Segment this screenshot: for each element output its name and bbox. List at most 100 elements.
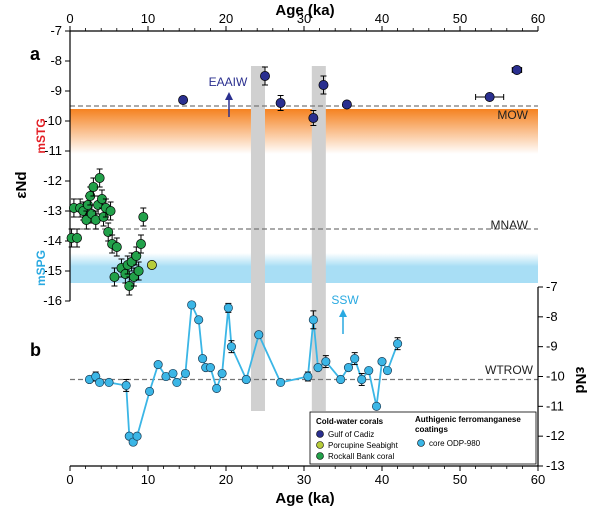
- b-y-tick-label: -7: [546, 279, 558, 294]
- odp980-point: [180, 368, 190, 379]
- odp980-point: [308, 315, 318, 325]
- eaaiw-arrow-icon: [225, 92, 233, 117]
- a-y-tick-label: -9: [50, 83, 62, 98]
- odp980-point: [104, 377, 114, 388]
- odp980-point: [254, 330, 264, 340]
- a-y-tick-label: -14: [43, 233, 62, 248]
- band-mstg: [70, 109, 538, 154]
- legend-gulf-marker: [316, 430, 324, 438]
- odp980-point: [145, 386, 155, 396]
- odp980-point: [336, 374, 346, 385]
- rockall-bank-point: [103, 227, 114, 237]
- odp980-point: [212, 383, 222, 393]
- legend: Cold-water corals Authigenic ferromangan…: [309, 411, 537, 465]
- gulf-of-cadiz-point: [178, 95, 189, 105]
- top-x-axis-title: Age (ka): [275, 2, 334, 19]
- odp980-point: [205, 362, 215, 373]
- gray-bar-1: [250, 66, 265, 411]
- a-y-tick-label: -11: [44, 143, 62, 158]
- rockall-bank-point: [105, 206, 116, 216]
- rockall-bank-point: [88, 182, 99, 192]
- odp980-point: [321, 357, 331, 367]
- porcupine-seabight-point: [146, 260, 157, 270]
- gulf-of-cadiz-point: [260, 71, 270, 81]
- b-y-tick-label: -9: [546, 339, 558, 354]
- odp980-point: [382, 365, 393, 376]
- odp980-point: [241, 374, 251, 385]
- bottom-x-axis-title: Age (ka): [275, 490, 334, 507]
- gulf-of-cadiz-point: [341, 99, 352, 110]
- odp980-point: [121, 380, 131, 390]
- odp980-point: [153, 360, 163, 370]
- gulf-of-cadiz-point: [484, 92, 495, 102]
- odp980-point: [377, 357, 387, 367]
- a-y-tick-label: -8: [50, 53, 62, 68]
- legend-rockall-label: Rockall Bank coral: [328, 452, 394, 461]
- legend-corals-heading: Cold-water corals: [316, 417, 384, 426]
- top-x-tick-label: 30: [297, 11, 311, 26]
- top-x-tick-label: 50: [453, 11, 467, 26]
- ssw-label: SSW: [331, 293, 359, 307]
- gulf-of-cadiz-point: [308, 113, 319, 123]
- mspg-band-label: mSPG: [34, 250, 48, 286]
- odp980-point: [223, 303, 233, 313]
- rockall-bank-point: [133, 266, 144, 276]
- odp980-point: [357, 374, 367, 385]
- mow-label: MOW: [497, 108, 528, 122]
- bottom-x-tick-label: 40: [375, 472, 389, 487]
- odp980-point: [172, 377, 182, 388]
- odp980-series: [84, 300, 403, 447]
- top-x-tick-label: 20: [219, 11, 233, 26]
- rockall-bank-point: [131, 251, 142, 261]
- bottom-x-tick-label: 10: [141, 472, 155, 487]
- legend-porcupine-marker: [316, 441, 324, 449]
- background-bands: [70, 109, 538, 283]
- odp980-point: [132, 431, 142, 441]
- a-y-tick-label: -10: [43, 113, 62, 128]
- gulf-of-cadiz-point: [511, 65, 522, 75]
- b-y-tick-label: -11: [546, 398, 564, 413]
- legend-porcupine-label: Porcupine Seabight: [328, 441, 399, 450]
- odp980-point: [364, 365, 374, 376]
- odp980-point: [168, 368, 178, 379]
- axes: 0 10 20 30 40 50 60 0 10 20 30 40 50 60 -7 -8 -9 -10 -11 -1…: [43, 11, 565, 487]
- b-y-tick-label: -12: [546, 428, 565, 443]
- a-y-tick-label: -7: [50, 23, 62, 38]
- rockall-bank-point: [109, 272, 120, 282]
- odp980-point: [303, 371, 313, 382]
- gulf-of-cadiz-point: [318, 80, 329, 90]
- odp980-point: [276, 377, 286, 388]
- bottom-x-tick-label: 20: [219, 472, 233, 487]
- top-x-tick-label: 0: [66, 11, 73, 26]
- odp980-point: [198, 354, 208, 364]
- top-x-tick-label: 40: [375, 11, 389, 26]
- gulf-of-cadiz-point: [275, 98, 286, 108]
- legend-odp-marker: [417, 439, 425, 447]
- a-y-tick-label: -16: [43, 293, 62, 308]
- y-axis-title-b: εNd: [572, 366, 589, 393]
- odp980-point: [187, 300, 197, 310]
- bottom-x-tick-label: 30: [297, 472, 311, 487]
- mstg-band-label: mSTG: [34, 118, 48, 153]
- coral-series: [66, 65, 523, 296]
- y-axis-title-a: εNd: [13, 171, 30, 198]
- rockall-bank-point: [94, 173, 105, 183]
- odp980-point: [226, 342, 237, 352]
- odp980-point: [95, 377, 105, 388]
- odp980-point: [350, 354, 360, 364]
- legend-box: [309, 411, 537, 465]
- rockall-bank-point: [72, 233, 82, 243]
- odp980-point: [194, 315, 204, 325]
- bottom-x-tick-label: 60: [531, 472, 545, 487]
- top-x-tick-label: 10: [141, 11, 155, 26]
- wtrow-label: WTROW: [485, 363, 534, 377]
- b-y-tick-label: -13: [546, 458, 565, 473]
- legend-gulf-label: Gulf of Cadiz: [328, 430, 374, 439]
- top-x-tick-label: 60: [531, 11, 545, 26]
- odp980-point: [217, 368, 227, 379]
- rockall-bank-point: [111, 242, 122, 252]
- legend-rockall-marker: [316, 452, 324, 460]
- b-y-tick-label: -10: [546, 369, 565, 384]
- reference-lines: [70, 105, 538, 381]
